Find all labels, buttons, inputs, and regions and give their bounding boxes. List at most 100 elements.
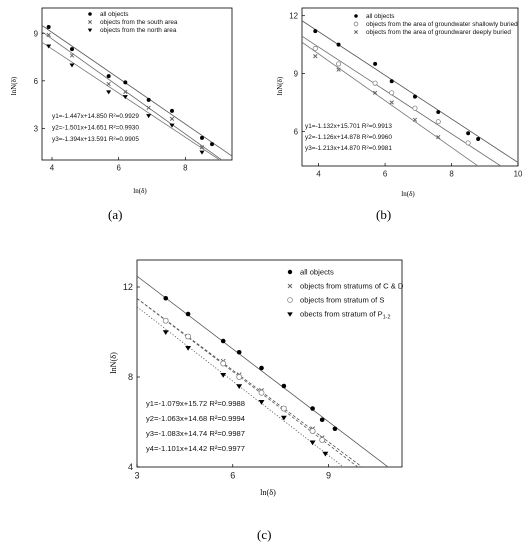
data-point-series-3 [280,405,287,412]
data-point-series-3 [146,114,152,119]
data-point-series-4 [236,384,243,389]
y-tick-label: 8 [128,372,133,382]
data-point-series-1 [281,383,287,389]
data-point-series-2 [123,89,128,95]
data-point-series-2 [312,45,318,52]
x-tick-label: 6 [383,169,388,178]
x-tick-label: 8 [449,169,454,178]
legend-label-3: objects from the north area [100,27,177,34]
x-tick-label: 10 [514,169,523,178]
data-point-series-1 [319,417,325,423]
y-tick-label: 12 [123,282,133,292]
plot-frame [301,7,519,167]
regression-equation-2: y2=-1.126x+14.878 R²=0.9960 [305,134,392,141]
y-tick-label: 6 [294,127,299,136]
fit-line-series-1 [302,20,518,163]
data-point-series-1 [332,426,338,432]
data-point-series-4 [162,330,169,335]
data-point-series-1 [70,47,74,52]
x-axis-label: ln(δ) [133,187,147,195]
legend-label-2: objects from stratums of C & D [300,282,404,291]
legend-label-1: all objects [300,268,334,277]
data-point-series-1 [476,137,481,142]
y-tick-label: 9 [294,70,299,79]
data-point-series-1 [466,131,471,136]
data-point-series-1 [313,29,318,34]
data-point-series-3 [199,150,205,155]
data-point-series-1 [46,25,51,29]
y-axis-label: lnN(δ) [276,76,284,95]
legend-marker-2 [88,20,92,24]
data-point-series-4 [258,399,265,405]
data-point-series-1 [436,110,441,115]
data-point-series-1 [170,108,174,113]
fit-line-series-1 [42,25,232,157]
fit-line-series-3 [137,298,359,467]
legend-label-1: all objects [100,11,128,18]
data-point-series-3 [436,134,441,140]
data-point-series-1 [259,365,264,371]
caption-a: (a) [108,207,123,222]
data-point-series-1 [413,94,417,99]
fit-line-series-1 [137,275,389,467]
regression-equation-1: y1=-1.132x+15.701 R²=0.9913 [305,123,392,130]
fit-line-series-2 [42,31,223,160]
x-tick-label: 4 [316,169,321,178]
x-tick-label: 4 [50,163,55,172]
data-point-series-3 [412,117,418,122]
regression-equation-3: y3=-1.083x+14.74 R²=0.9987 [146,429,245,438]
legend-marker-1 [88,12,92,16]
data-point-series-2 [106,81,111,87]
y-tick-label: 3 [34,124,39,133]
legend-label-4: obects from stratum of P1-2 [300,310,390,321]
data-point-series-2 [335,61,342,67]
legend-label-3: objects from stratum of S [300,296,384,305]
plot-frame [41,7,233,161]
x-axis-label: ln(δ) [260,488,276,497]
y-axis-label: lnN(δ) [10,76,18,95]
data-point-series-1 [106,74,111,79]
plot-frame [136,259,403,468]
regression-equation-4: y4=-1.101x+14.42 R²=0.9977 [146,444,245,453]
legend-marker-1 [354,14,358,18]
data-point-series-3 [319,437,326,443]
data-point-series-3 [313,54,318,59]
x-tick-label: 6 [230,471,235,481]
legend-marker-3 [354,30,358,34]
x-tick-label: 8 [183,163,188,172]
legend-marker-2 [353,21,359,27]
data-point-series-4 [280,415,287,421]
data-point-series-1 [310,406,315,411]
regression-equation-3: y3=-1.213x+14.870 R²=0.9981 [305,145,392,152]
data-point-series-3 [122,95,128,100]
regression-equation-1: y1=-1.079x+15.72 R²=0.9988 [146,399,245,408]
data-point-series-2 [146,105,151,110]
x-axis-label: ln(δ) [401,190,415,198]
data-point-series-1 [336,42,341,47]
data-point-series-2 [372,80,378,86]
fit-line-series-3 [302,41,479,166]
data-point-series-2 [169,116,175,121]
legend-label-2: objects from the area of groundwater sha… [366,21,518,28]
legend-marker-3 [287,297,293,303]
data-point-series-1 [373,61,378,66]
data-point-series-1 [210,142,214,147]
data-point-series-3 [169,123,175,128]
legend-label-2: objects from the south area [100,19,178,26]
regression-equation-2: y2=-1.501x+14.651 R²=0.9930 [52,125,139,132]
data-point-series-3 [106,90,112,95]
legend-marker-1 [287,269,293,275]
data-point-series-2 [465,140,471,146]
data-point-series-1 [236,349,242,355]
y-axis-label: lnN(δ) [109,352,118,374]
chart-panel-c: 3 6 9 4 8 12 ln(δ) lnN(δ) all objects objects fro… [109,259,404,497]
data-point-series-3 [236,374,243,380]
fit-line-series-3 [42,41,221,160]
data-point-series-3 [69,63,75,68]
data-point-series-2 [389,90,395,96]
data-point-series-3 [336,67,341,72]
data-point-series-1 [123,80,128,85]
